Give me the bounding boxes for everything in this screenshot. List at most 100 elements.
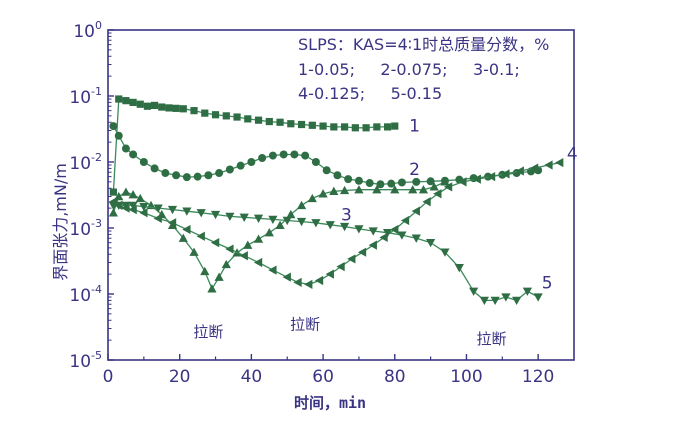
data-point	[114, 131, 123, 140]
data-point	[282, 216, 292, 226]
data-point	[296, 217, 307, 227]
data-point	[178, 233, 188, 242]
series-label: 4	[567, 144, 578, 164]
x-tick-label: 0	[103, 367, 114, 387]
data-point	[400, 215, 410, 226]
data-point	[276, 118, 284, 126]
series-5	[108, 201, 543, 305]
data-point	[368, 240, 377, 250]
series-1	[109, 95, 399, 196]
data-point	[379, 232, 388, 243]
break-annotation: 拉断	[193, 323, 223, 341]
data-point	[253, 257, 263, 268]
x-tick-label: 20	[169, 367, 191, 387]
data-point	[339, 185, 350, 195]
data-point	[254, 116, 263, 124]
data-point	[372, 185, 382, 194]
tick-labels: 0 20 40 60 80 100 120 100 10-1 10-2 10-3 10-4 10-5	[69, 19, 554, 387]
data-point	[368, 227, 378, 236]
legend-line-2: 1-0.05; 2-0.075; 3-0.1;	[298, 60, 520, 79]
data-point	[189, 247, 199, 256]
data-point	[114, 201, 124, 211]
data-point	[426, 238, 436, 248]
data-point	[307, 193, 317, 203]
data-point	[129, 150, 138, 159]
data-point	[357, 247, 367, 257]
data-point	[311, 219, 321, 228]
data-point	[165, 104, 173, 112]
x-tick-label: 120	[522, 367, 554, 387]
series-3	[108, 177, 450, 293]
data-point	[136, 100, 144, 108]
data-point	[196, 209, 206, 218]
data-point	[182, 224, 191, 235]
data-point	[319, 122, 327, 130]
data-point	[167, 205, 178, 215]
data-point	[200, 266, 210, 276]
series-line	[113, 161, 560, 286]
data-point	[411, 206, 420, 216]
data-point	[429, 182, 439, 191]
data-point	[308, 121, 316, 129]
data-point	[153, 213, 162, 223]
data-point	[236, 161, 245, 170]
data-point	[204, 171, 213, 180]
y-tick-label: 100	[73, 19, 102, 42]
series-labels: 1 2 3 4 5	[341, 116, 578, 293]
break-annotation: 拉断	[477, 330, 507, 348]
data-point	[411, 234, 421, 243]
data-point	[304, 279, 313, 289]
data-point	[325, 269, 334, 279]
data-point	[109, 122, 118, 131]
data-point	[225, 212, 235, 221]
data-point	[469, 287, 479, 296]
data-point	[373, 123, 381, 131]
data-point	[210, 210, 221, 220]
y-tick-label: 10-5	[69, 349, 102, 372]
data-point	[135, 193, 145, 203]
data-point	[422, 197, 431, 207]
data-point	[347, 254, 356, 264]
data-point	[458, 177, 467, 187]
data-point	[412, 177, 421, 186]
data-point	[139, 208, 148, 218]
data-point	[390, 224, 399, 235]
data-point	[390, 185, 400, 194]
data-point	[329, 186, 339, 195]
data-point	[397, 231, 407, 240]
data-point	[233, 113, 241, 121]
x-tick-label: 60	[312, 367, 334, 387]
data-point	[129, 98, 137, 106]
legend: SLPS：KAS=4∶1时总质量分数，% 1-0.05; 2-0.075; 3-…	[298, 35, 549, 103]
data-point	[247, 158, 256, 166]
data-point	[515, 166, 524, 176]
data-point	[253, 214, 264, 223]
data-point	[365, 179, 374, 188]
data-point	[325, 221, 335, 230]
series-line	[112, 98, 395, 193]
data-point	[139, 158, 148, 166]
data-point	[153, 204, 163, 213]
data-point	[172, 104, 180, 112]
data-point	[354, 185, 364, 194]
data-point	[408, 185, 418, 194]
data-point	[354, 176, 363, 185]
data-point	[383, 228, 393, 238]
data-point	[158, 103, 166, 111]
data-point	[121, 144, 130, 153]
legend-line-3: 4-0.125; 5-0.15	[298, 84, 442, 103]
data-point	[268, 215, 278, 224]
data-point	[330, 123, 338, 131]
data-point	[121, 201, 131, 211]
data-point	[454, 264, 464, 273]
series-4	[108, 157, 564, 289]
series-line	[113, 204, 539, 302]
data-point	[225, 244, 234, 254]
data-point	[286, 209, 296, 219]
x-tick-label: 80	[384, 367, 406, 387]
data-point	[121, 187, 131, 196]
data-point	[282, 272, 291, 282]
x-tick-label: 100	[450, 367, 482, 387]
data-point	[268, 151, 277, 160]
